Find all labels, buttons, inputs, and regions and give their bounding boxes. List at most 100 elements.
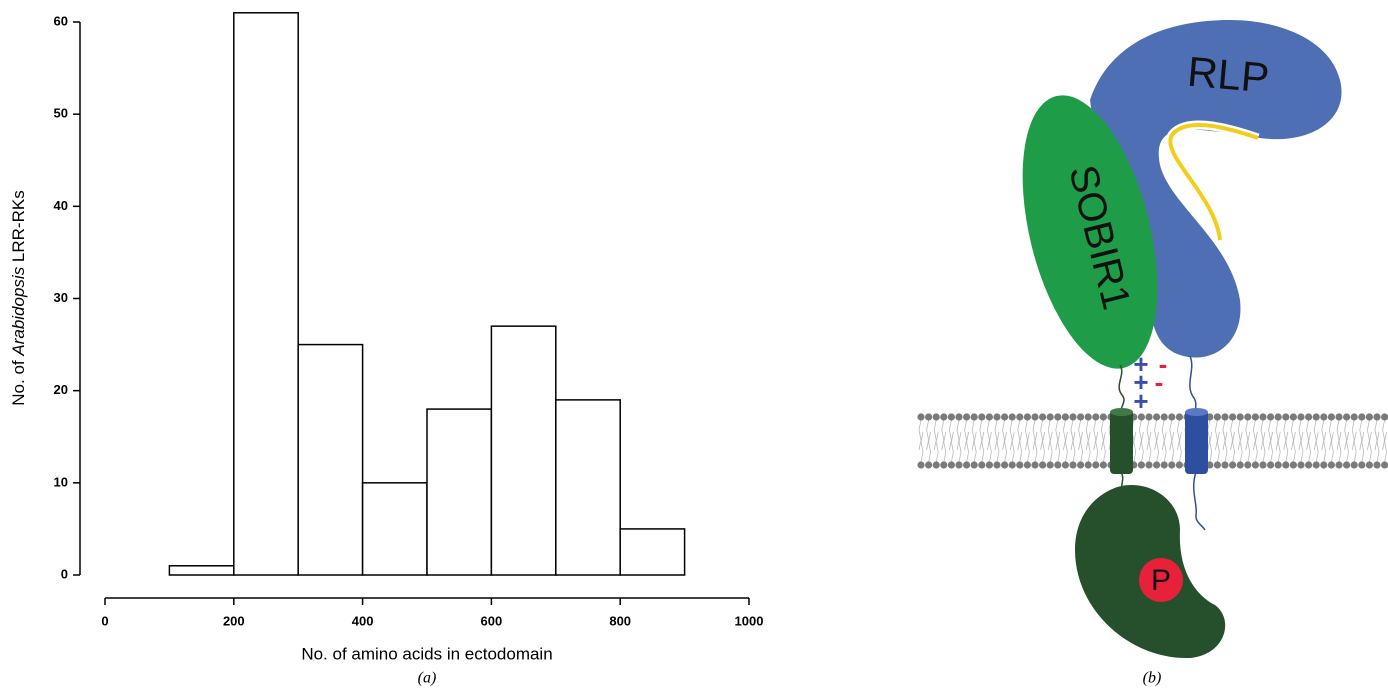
- lipid-head: [1381, 461, 1388, 468]
- lipid-head: [925, 461, 932, 468]
- lipid-tail: [965, 420, 969, 462]
- lipid-head: [1153, 413, 1160, 420]
- lipid-head: [1077, 413, 1084, 420]
- lipid-head: [1031, 461, 1038, 468]
- lipid-tail: [1261, 420, 1265, 462]
- lipid-head: [1335, 461, 1342, 468]
- lipid-head: [1229, 461, 1236, 468]
- membrane: [917, 413, 1388, 468]
- bar: [491, 326, 555, 575]
- lipid-head: [1176, 413, 1183, 420]
- x-tick-label: 200: [223, 613, 245, 628]
- lipid-tail: [1048, 420, 1052, 462]
- lipid-head: [1100, 413, 1107, 420]
- lipid-head: [1244, 413, 1251, 420]
- lipid-head: [1313, 413, 1320, 420]
- lipid-tail: [1352, 420, 1356, 462]
- lipid-head: [1001, 413, 1008, 420]
- charges: +++--: [1133, 349, 1167, 416]
- lipid-head: [1373, 413, 1380, 420]
- lipid-head: [1168, 413, 1175, 420]
- lipid-tail: [1238, 420, 1242, 462]
- lipid-tail: [1170, 420, 1174, 462]
- lipid-tail: [1246, 420, 1250, 462]
- lipid-tail: [1208, 420, 1212, 462]
- lipid-head: [963, 413, 970, 420]
- lipid-head: [971, 461, 978, 468]
- lipid-head: [917, 461, 924, 468]
- lipid-head: [1100, 461, 1107, 468]
- lipid-head: [1328, 461, 1335, 468]
- lipid-head: [1214, 461, 1221, 468]
- y-label-part: No. of: [9, 360, 28, 406]
- lipid-tail: [1291, 420, 1295, 462]
- lipid-head: [1267, 413, 1274, 420]
- bar: [363, 483, 427, 575]
- lipid-tail: [1223, 420, 1227, 462]
- lipid-tail: [1177, 420, 1181, 462]
- lipid-head: [1047, 461, 1054, 468]
- lipid-tail: [919, 420, 923, 462]
- lipid-head: [1001, 461, 1008, 468]
- lipid-tail: [1375, 420, 1379, 462]
- lipid-head: [1328, 413, 1335, 420]
- rlp-label: RLP: [1186, 48, 1271, 102]
- lipid-tail: [1003, 420, 1007, 462]
- lipid-head: [1085, 413, 1092, 420]
- lipid-tail: [1094, 420, 1098, 462]
- lipid-head: [1176, 461, 1183, 468]
- lipid-tail: [1307, 420, 1311, 462]
- lipid-head: [1161, 413, 1168, 420]
- lipid-head: [1047, 413, 1054, 420]
- y-tick-label: 40: [54, 198, 68, 213]
- lipid-tail: [1139, 420, 1143, 462]
- bar: [234, 13, 298, 575]
- lipid-head: [1153, 461, 1160, 468]
- bar: [427, 409, 491, 575]
- y-tick-label: 30: [54, 290, 68, 305]
- lipid-tail: [972, 420, 976, 462]
- lipid-head: [1221, 413, 1228, 420]
- lipid-head: [1373, 461, 1380, 468]
- lipid-head: [948, 461, 955, 468]
- lipid-head: [955, 413, 962, 420]
- lipid-head: [1282, 413, 1289, 420]
- lipid-head: [1275, 413, 1282, 420]
- diagram: RLP SOBIR1 P +++-- (b): [917, 20, 1388, 687]
- lipid-head: [1092, 413, 1099, 420]
- lipid-tail: [987, 420, 991, 462]
- y-tick-label: 50: [54, 106, 68, 121]
- lipid-tail: [1284, 420, 1288, 462]
- lipid-head: [1145, 461, 1152, 468]
- lipid-tail: [1079, 420, 1083, 462]
- lipid-tail: [1269, 420, 1273, 462]
- lipid-head: [1358, 413, 1365, 420]
- phospho-label: P: [1151, 564, 1171, 597]
- bar: [556, 400, 620, 575]
- y-tick-label: 60: [54, 13, 68, 28]
- lipid-head: [1320, 461, 1327, 468]
- lipid-tail: [1025, 420, 1029, 462]
- lipid-head: [933, 413, 940, 420]
- plus-sign: +: [1133, 386, 1148, 416]
- lipid-head: [1077, 461, 1084, 468]
- lipid-tail: [1329, 420, 1333, 462]
- lipid-tail: [1162, 420, 1166, 462]
- lipid-tail: [980, 420, 984, 462]
- lipid-head: [1054, 461, 1061, 468]
- lipid-head: [1168, 461, 1175, 468]
- lipid-head: [978, 413, 985, 420]
- lipid-head: [1009, 461, 1016, 468]
- lipid-head: [1069, 413, 1076, 420]
- lipid-head: [1343, 413, 1350, 420]
- lipid-tail: [1041, 420, 1045, 462]
- lipid-head: [1366, 461, 1373, 468]
- lipid-head: [1366, 413, 1373, 420]
- x-tick-label: 0: [101, 613, 108, 628]
- figure: 010203040506002004006008001000 No. of am…: [0, 0, 1388, 690]
- rlp-tail: [1194, 472, 1205, 530]
- x-tick-label: 800: [609, 613, 631, 628]
- lipid-head: [1343, 461, 1350, 468]
- lipid-head: [948, 413, 955, 420]
- lipid-tail: [1155, 420, 1159, 462]
